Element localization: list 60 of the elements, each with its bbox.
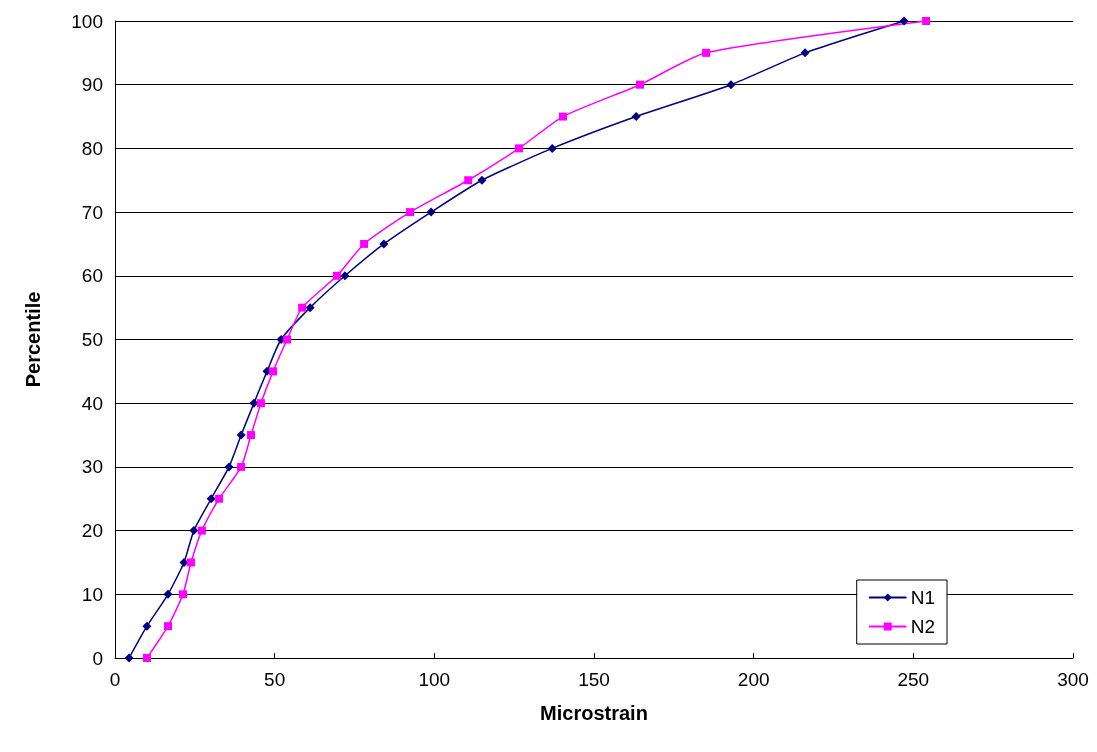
point [635,80,644,89]
y-tick-label: 60 [81,265,103,287]
y-tick-label: 30 [81,456,103,478]
point [406,208,415,217]
point [142,621,152,631]
point [800,48,810,58]
point [163,589,173,599]
point [256,399,265,408]
point [514,144,523,153]
point [237,462,246,471]
point [332,271,341,280]
point [360,239,369,248]
x-tick-label: 0 [109,669,121,690]
point [206,494,216,504]
x-tick-label: 200 [737,669,770,690]
point [464,176,473,185]
point [236,430,246,440]
point [247,431,256,440]
point [726,80,736,90]
y-tick-label: 10 [81,583,103,605]
point [187,558,195,567]
x-axis-title: Microstrain [540,702,648,724]
y-tick-label: 90 [81,74,103,96]
point [298,303,307,312]
point [922,17,931,25]
point [477,175,487,185]
point [702,48,711,57]
legend-label: N2 [910,616,936,637]
point [547,143,557,153]
point [215,494,224,503]
y-tick-label: 80 [81,137,103,159]
point [189,526,199,536]
y-axis-title: Percentile [22,291,44,388]
x-tick-label: 250 [897,669,930,690]
y-tick-label: 70 [81,201,103,223]
x-tick-label: 150 [578,669,610,690]
y-tick-label: 20 [81,520,103,542]
point [899,16,909,26]
point [559,112,568,121]
legend-label: N1 [910,587,936,608]
point [179,590,188,599]
point [631,112,641,122]
point [426,207,436,217]
x-tick-label: 50 [264,669,286,690]
point [283,335,292,344]
y-tick-label: 40 [81,392,103,414]
x-tick-label: 300 [1057,669,1089,690]
point [379,239,389,249]
point [197,526,206,535]
y-tick-label: 0 [92,647,103,669]
point [124,653,134,663]
point [340,271,350,281]
point [305,303,315,313]
point [164,622,173,631]
x-tick-label: 100 [418,669,451,690]
point [224,462,234,472]
point [269,367,278,376]
y-tick-label: 50 [81,329,103,350]
point [142,654,151,662]
y-tick-label: 100 [71,10,103,32]
